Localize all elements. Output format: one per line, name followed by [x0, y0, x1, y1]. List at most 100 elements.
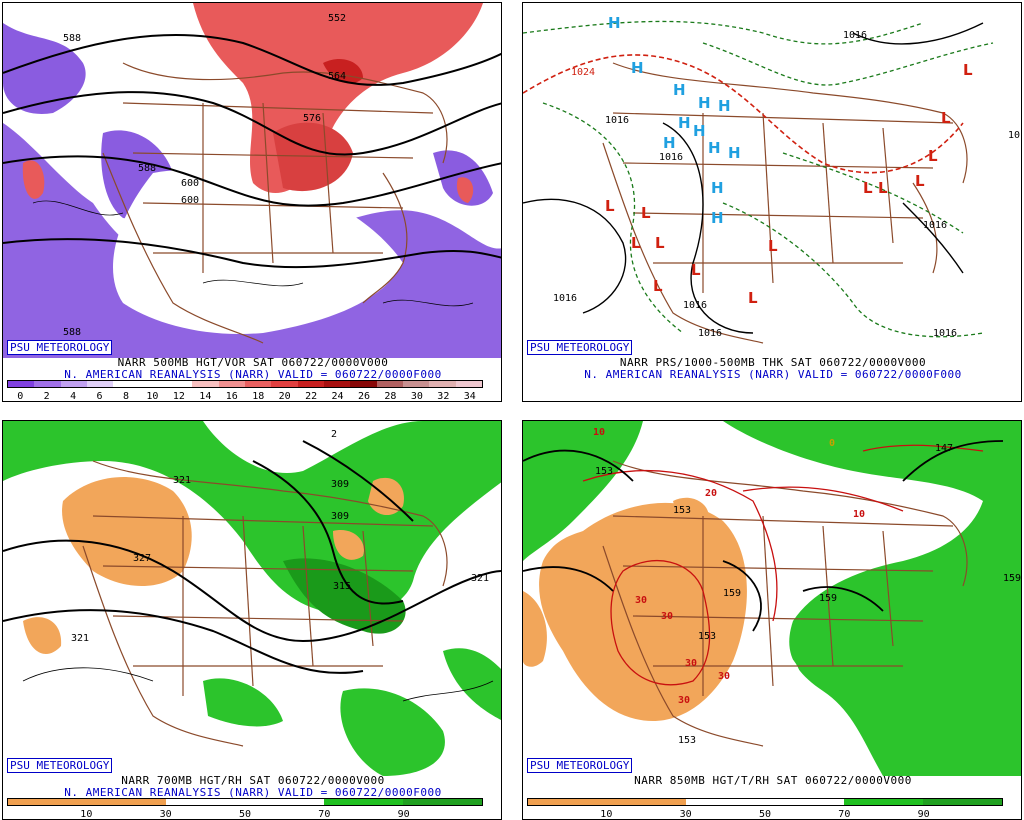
contour-label: 309: [331, 479, 349, 490]
isobar-label: 1016: [1008, 130, 1022, 141]
high-pressure-symbol: H: [608, 14, 621, 32]
isotherm-label: 30: [635, 595, 647, 606]
caption-line-1: NARR PRS/1000-500MB THK SAT 060722/0000V…: [619, 356, 927, 369]
colorbar-tick-label: 32: [437, 391, 450, 402]
caption-line-2: N. AMERICAN REANALYSIS (NARR) VALID = 06…: [64, 786, 442, 799]
isotherm-label: 30: [685, 658, 697, 669]
contour-label: 159: [723, 588, 741, 599]
colorbar-tick-label: 0: [17, 391, 24, 402]
colorbar-cell: [8, 799, 87, 805]
contour-label: 153: [595, 466, 613, 477]
contour-label: 153: [678, 735, 696, 746]
rh-colorbar: [7, 798, 483, 806]
colorbar-cell: [455, 381, 482, 387]
isotherm-label: 10: [853, 509, 865, 520]
colorbar-cell: [86, 381, 114, 387]
contour-label: 159: [819, 593, 837, 604]
contour-label: 147: [935, 443, 953, 454]
colorbar-cell: [271, 381, 298, 387]
colorbar-cell: [350, 381, 377, 387]
caption-line-1: NARR 850MB HGT/T/RH SAT 060722/0000V000: [634, 774, 912, 787]
colorbar-tick-label: 24: [331, 391, 344, 402]
psu-meteorology-logo: PSU METEOROLOGY: [527, 340, 633, 355]
colorbar-tick-label: 90: [917, 809, 930, 820]
contour-label: 600: [181, 195, 199, 206]
isotherm-label: 30: [718, 671, 730, 682]
colorbar-tick-label: 28: [384, 391, 397, 402]
low-pressure-symbol: L: [655, 234, 665, 252]
low-pressure-symbol: L: [691, 261, 701, 279]
contour-label: 588: [63, 327, 81, 338]
high-pressure-symbol: H: [711, 179, 724, 197]
colorbar-cell: [8, 381, 35, 387]
panel-700mb-hgt-rh: 321 327 321 309 309 315 321 2 PSU METEOR…: [2, 420, 502, 820]
colorbar-tick-label: 70: [838, 809, 851, 820]
high-pressure-symbol: H: [631, 59, 644, 77]
low-pressure-symbol: L: [653, 277, 663, 295]
colorbar-tick-label: 30: [159, 809, 172, 820]
colorbar-tick-label: 16: [225, 391, 238, 402]
caption-line-1: NARR 700MB HGT/RH SAT 060722/0000V000: [121, 774, 385, 787]
caption-line-1: NARR 500MB HGT/VOR SAT 060722/0000V000: [117, 356, 389, 369]
contour-label: 321: [471, 573, 489, 584]
colorbar-cell: [245, 799, 324, 805]
isobar-label: 1016: [553, 293, 577, 304]
colorbar-cell: [297, 381, 324, 387]
isobar-label: 1016: [683, 300, 707, 311]
low-pressure-symbol: L: [878, 179, 888, 197]
colorbar-cell: [87, 799, 166, 805]
colorbar-cell: [192, 381, 219, 387]
colorbar-cell: [324, 799, 403, 805]
psu-meteorology-logo: PSU METEOROLOGY: [7, 340, 113, 355]
isotherm-label: 30: [661, 611, 673, 622]
colorbar-tick-label: 30: [679, 809, 692, 820]
colorbar-ticks: 0 2 4 6 8 10 12 14 16 18 20 22 24 26 28 30 32 34: [7, 391, 483, 402]
isobar-label: 1016: [659, 152, 683, 163]
contour-label: 159: [1003, 573, 1021, 584]
high-pressure-symbol: H: [663, 134, 676, 152]
panel-sfc-prs-thk: 1016 1024 1016 1016 1016 1016 1016 1016 …: [522, 2, 1022, 402]
colorbar-cell: [765, 799, 844, 805]
high-pressure-symbol: H: [673, 81, 686, 99]
high-pressure-symbol: H: [708, 139, 721, 157]
colorbar-tick-label: 70: [318, 809, 331, 820]
low-pressure-symbol: L: [748, 289, 758, 307]
low-pressure-symbol: L: [768, 237, 778, 255]
colorbar-tick-label: 2: [43, 391, 50, 402]
map-700mb: 321 327 321 309 309 315 321 2: [3, 421, 501, 776]
low-pressure-symbol: L: [605, 197, 615, 215]
colorbar-cell: [218, 381, 245, 387]
high-pressure-symbol: H: [718, 97, 731, 115]
colorbar-cell: [34, 381, 61, 387]
contour-label: 153: [698, 631, 716, 642]
colorbar-cell: [60, 381, 87, 387]
colorbar-cell: [402, 381, 430, 387]
colorbar-tick-label: 18: [252, 391, 265, 402]
high-pressure-symbol: H: [698, 94, 711, 112]
colorbar-cell: [686, 799, 765, 805]
contour-label: 600: [181, 178, 199, 189]
colorbar-tick-label: 14: [199, 391, 212, 402]
colorbar-tick-label: 34: [463, 391, 476, 402]
low-pressure-symbol: L: [928, 147, 938, 165]
colorbar-cell: [429, 381, 456, 387]
contour-label: 315: [333, 581, 351, 592]
colorbar-tick-label: 20: [278, 391, 291, 402]
contour-label: 321: [173, 475, 191, 486]
isotherm-label: 0: [829, 438, 835, 449]
colorbar-ticks: 10 30 50 70 90: [527, 809, 1003, 820]
colorbar-tick-label: 8: [122, 391, 130, 402]
colorbar-tick-label: 26: [357, 391, 371, 402]
isobar-label: 1016: [923, 220, 947, 231]
colorbar-tick-label: 90: [397, 809, 410, 820]
colorbar-cell: [166, 799, 245, 805]
colorbar-tick-label: 10: [146, 391, 159, 402]
isotherm-label: 20: [705, 488, 717, 499]
caption-line-2: N. AMERICAN REANALYSIS (NARR) VALID = 06…: [584, 368, 962, 381]
map-500mb: 588 552 564 576 588 588 600 600: [3, 3, 501, 358]
colorbar-tick-label: 10: [80, 809, 93, 820]
rh-colorbar: [527, 798, 1003, 806]
contour-label: 309: [331, 511, 349, 522]
low-pressure-symbol: L: [631, 234, 641, 252]
colorbar-tick-label: 4: [70, 391, 77, 402]
